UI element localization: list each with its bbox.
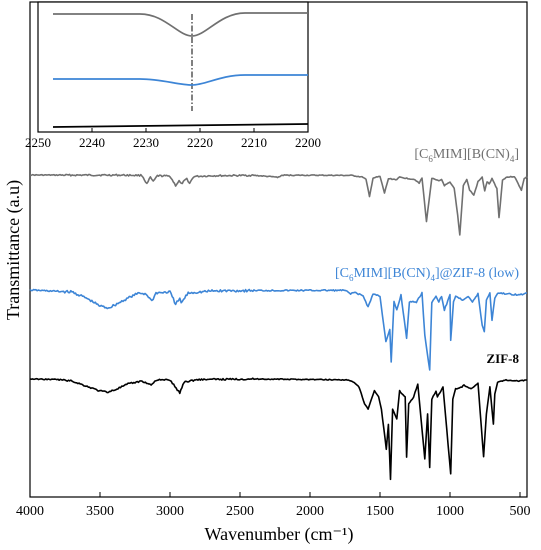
inset-curve-zif8	[52, 123, 309, 128]
x-tick-label: 3000	[156, 504, 184, 519]
x-tick-label: 2500	[226, 504, 254, 519]
inset-x-tick-label: 2220	[187, 135, 213, 150]
x-tick-label: 3500	[86, 504, 114, 519]
x-tick-label: 1000	[436, 504, 464, 519]
series-label-1: [C6MIM][B(CN)4]@ZIF-8 (low)	[335, 266, 519, 283]
main-series-group	[29, 173, 528, 481]
inset-x-tick-label: 2230	[133, 135, 159, 150]
inset-x-tick-label: 2250	[25, 135, 51, 150]
inset-x-tick-label: 2240	[79, 135, 105, 150]
inset-x-tick-label: 2200	[295, 135, 321, 150]
inset-x-tick-label: 2210	[241, 135, 267, 150]
series-line-2	[29, 377, 528, 481]
inset-chart: 2250 2240 2230 2220 2210 2200	[25, 1, 321, 150]
series-line-0	[29, 173, 528, 236]
series-label-0: [C6MIM][B(CN)4]	[414, 147, 519, 164]
y-axis-title: Transmittance (a.u)	[3, 180, 24, 320]
inset-curve-c6mim	[53, 12, 308, 37]
series-label-2: ZIF-8	[487, 351, 520, 366]
inset-frame	[37, 1, 309, 133]
series-line-1	[29, 288, 527, 371]
x-tick-label: 1500	[366, 504, 394, 519]
series-labels: [C6MIM][B(CN)4] [C6MIM][B(CN)4]@ZIF-8 (lo…	[335, 147, 520, 366]
inset-curve-il-zif8	[53, 74, 308, 86]
x-tick-label: 2000	[296, 504, 324, 519]
x-tick-label: 4000	[16, 504, 44, 519]
inset-x-ticks: 2250 2240 2230 2220 2210 2200	[25, 128, 321, 150]
x-tick-label: 500	[510, 504, 531, 519]
main-x-ticks: 4000 3500 3000 2500 2000 1500 1000 500	[16, 492, 531, 519]
x-axis-title: Wavenumber (cm⁻¹)	[205, 524, 354, 545]
